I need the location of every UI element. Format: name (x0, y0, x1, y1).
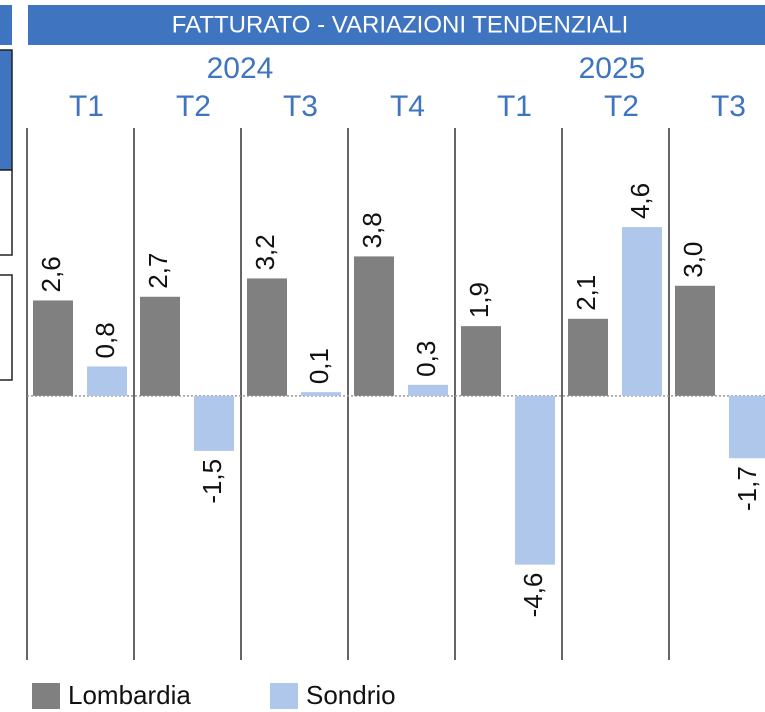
bar (461, 326, 501, 396)
legend-label: Sondrio (306, 680, 396, 710)
x-tick-label: T1 (497, 90, 532, 123)
bar (568, 318, 608, 396)
legend-swatch (32, 683, 60, 709)
bar (247, 278, 287, 396)
data-label: 2,7 (143, 253, 173, 289)
data-label: 0,1 (304, 348, 334, 384)
chart-title: FATTURATO - VARIAZIONI TENDENZIALI (172, 11, 629, 38)
data-label: 2,6 (36, 256, 66, 292)
data-label: 0,8 (90, 322, 120, 358)
x-tick-label: T4 (390, 90, 425, 123)
side-bar (0, 5, 12, 45)
x-tick-label: T3 (711, 90, 746, 123)
bar (87, 366, 127, 396)
side-panel (0, 274, 13, 381)
side-panel (0, 169, 13, 256)
year-label: 2025 (579, 52, 646, 85)
x-tick-label: T1 (69, 90, 104, 123)
data-label: -1,7 (732, 466, 762, 511)
bar (515, 395, 555, 565)
legend-swatch (270, 683, 298, 709)
x-tick-label: T2 (176, 90, 211, 123)
side-panel (0, 49, 13, 171)
bar (354, 256, 394, 396)
data-label: 3,0 (678, 242, 708, 278)
bar (301, 392, 341, 396)
bar (729, 395, 765, 459)
legend-label: Lombardia (68, 680, 191, 710)
x-tick-label: T2 (604, 90, 639, 123)
data-label: 3,2 (250, 234, 280, 270)
data-label: 3,8 (357, 212, 387, 248)
data-label: -1,5 (197, 459, 227, 504)
title-bar (28, 5, 765, 45)
data-label: 1,9 (464, 282, 494, 318)
bar (194, 395, 234, 451)
data-label: 2,1 (571, 275, 601, 311)
data-label: 0,3 (411, 341, 441, 377)
data-label: 4,6 (625, 183, 655, 219)
x-tick-label: T3 (283, 90, 318, 123)
bar (140, 296, 180, 396)
bar (33, 300, 73, 396)
bar (408, 384, 448, 396)
data-label: -4,6 (518, 573, 548, 618)
year-label: 2024 (207, 52, 274, 85)
bar (675, 285, 715, 396)
bar (622, 227, 662, 396)
